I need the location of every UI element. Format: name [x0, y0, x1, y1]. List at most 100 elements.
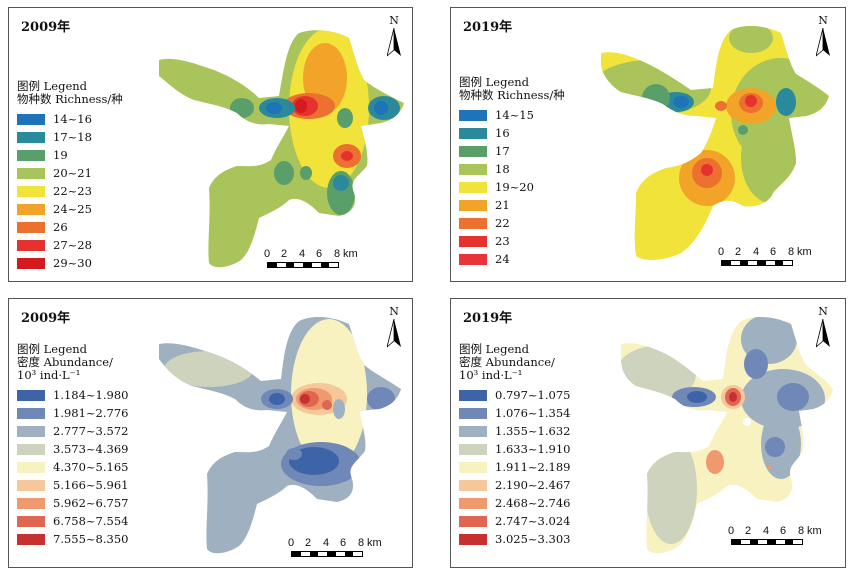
legend-swatch — [17, 131, 45, 143]
legend-item: 5.166~5.961 — [17, 476, 128, 494]
legend-item: 21 — [459, 196, 565, 214]
legend-item: 22 — [459, 214, 565, 232]
scale-ticks: 0 2 4 6 8 — [264, 248, 347, 262]
scale-bar-graphic — [721, 260, 793, 266]
scale-ticks: 0 2 4 6 8 — [288, 537, 371, 551]
map-legend: 图例 Legend 密度 Abundance/ 10³ ind·L⁻¹ 1.18… — [17, 343, 128, 548]
north-arrow-icon: N — [813, 14, 833, 58]
legend-item: 27~28 — [17, 236, 123, 254]
legend-swatch — [17, 407, 45, 419]
legend-label: 7.555~8.350 — [53, 531, 129, 546]
legend-label: 2.190~2.467 — [495, 477, 571, 492]
legend-item: 1.981~2.776 — [17, 404, 128, 422]
scale-tick-label: 0 — [727, 525, 735, 537]
legend-item: 1.076~1.354 — [459, 404, 570, 422]
legend-swatch — [459, 479, 487, 491]
legend-swatch — [17, 185, 45, 197]
legend-item: 4.370~5.165 — [17, 458, 128, 476]
legend-swatch — [17, 515, 45, 527]
scale-bar-graphic — [731, 539, 803, 545]
legend-swatch — [17, 149, 45, 161]
legend-swatch — [17, 425, 45, 437]
north-label: N — [389, 305, 399, 318]
legend-item: 2.777~3.572 — [17, 422, 128, 440]
legend-label: 1.981~2.776 — [53, 405, 129, 420]
legend-item: 1.911~2.189 — [459, 458, 570, 476]
legend-item: 6.758~7.554 — [17, 512, 128, 530]
legend-label: 14~16 — [53, 111, 92, 126]
legend-label: 21 — [495, 197, 510, 212]
abundance-map-2009 — [159, 317, 401, 554]
legend-item: 14~16 — [17, 110, 123, 128]
legend-item: 1.184~1.980 — [17, 386, 128, 404]
legend-swatch — [17, 461, 45, 473]
map-panel-2019-richness: 2019年 N 图例 Legend 物种数 Richness/种 14~15 1… — [450, 7, 846, 282]
map-panel-2009-abundance: 2009年 N 图例 Legend 密度 Abundance/ 10³ ind·… — [8, 298, 413, 568]
scale-bar: 0 2 4 6 8 km — [288, 537, 382, 565]
legend-swatch — [17, 239, 45, 251]
scale-tick-label: 0 — [717, 246, 725, 258]
legend-swatch — [459, 145, 487, 157]
legend-swatch — [459, 109, 487, 121]
legend-item: 23 — [459, 232, 565, 250]
scale-unit: km — [807, 525, 822, 537]
legend-item: 20~21 — [17, 164, 123, 182]
legend-label: 23 — [495, 233, 510, 248]
legend-swatch — [17, 497, 45, 509]
legend-item: 1.633~1.910 — [459, 440, 570, 458]
legend-label: 2.468~2.746 — [495, 495, 571, 510]
scale-tick-label: 8 — [797, 525, 805, 537]
legend-label: 3.573~4.369 — [53, 441, 129, 456]
legend-item: 22~23 — [17, 182, 123, 200]
legend-item: 2.190~2.467 — [459, 476, 570, 494]
legend-item: 2.468~2.746 — [459, 494, 570, 512]
legend-variable: 物种数 Richness/种 — [17, 92, 123, 106]
legend-swatch — [17, 533, 45, 545]
north-label: N — [818, 14, 828, 27]
scale-tick-label: 6 — [315, 248, 323, 260]
map-year-title: 2009年 — [21, 20, 71, 35]
scale-ticks: 0 2 4 6 8 — [727, 525, 811, 539]
legend-label: 1.633~1.910 — [495, 441, 571, 456]
legend-swatch — [17, 203, 45, 215]
map-legend: 图例 Legend 物种数 Richness/种 14~16 17~18 19 … — [17, 80, 123, 272]
legend-swatch — [17, 389, 45, 401]
scale-tick-label: 8 — [357, 537, 365, 549]
legend-title: 图例 Legend — [459, 75, 530, 89]
legend-item: 7.555~8.350 — [17, 530, 128, 548]
legend-item: 0.797~1.075 — [459, 386, 570, 404]
legend-title: 图例 Legend — [17, 342, 88, 356]
legend-item: 26 — [17, 218, 123, 236]
scale-bar: 0 2 4 6 8 km — [727, 525, 822, 553]
legend-swatch — [459, 217, 487, 229]
scale-ticks: 0 2 4 6 8 — [717, 246, 801, 260]
legend-swatch — [459, 163, 487, 175]
legend-label: 1.184~1.980 — [53, 387, 129, 402]
legend-classes: 14~16 17~18 19 20~21 22~23 24~25 26 27~2… — [17, 110, 123, 272]
legend-variable: 物种数 Richness/种 — [459, 88, 565, 102]
legend-label: 14~15 — [495, 107, 534, 122]
map-year-title: 2019年 — [463, 311, 513, 326]
scale-tick-label: 2 — [280, 248, 288, 260]
legend-title: 图例 Legend — [17, 79, 88, 93]
legend-swatch — [17, 479, 45, 491]
legend-item: 5.962~6.757 — [17, 494, 128, 512]
legend-swatch — [459, 389, 487, 401]
scale-tick-label: 4 — [762, 525, 770, 537]
legend-swatch — [17, 113, 45, 125]
scale-tick-label: 6 — [769, 246, 777, 258]
scale-bar-graphic — [267, 262, 339, 268]
legend-swatch — [17, 167, 45, 179]
legend-swatch — [459, 533, 487, 545]
scale-unit: km — [343, 248, 358, 260]
legend-swatch — [459, 461, 487, 473]
legend-swatch — [17, 443, 45, 455]
scale-tick-label: 4 — [298, 248, 306, 260]
north-arrow-icon: N — [813, 305, 833, 349]
scale-bar: 0 2 4 6 8 km — [264, 248, 358, 276]
map-year-title: 2009年 — [21, 311, 71, 326]
legend-swatch — [459, 181, 487, 193]
legend-item: 16 — [459, 124, 565, 142]
legend-unit: 10³ ind·L⁻¹ — [459, 368, 523, 382]
legend-label: 20~21 — [53, 165, 92, 180]
